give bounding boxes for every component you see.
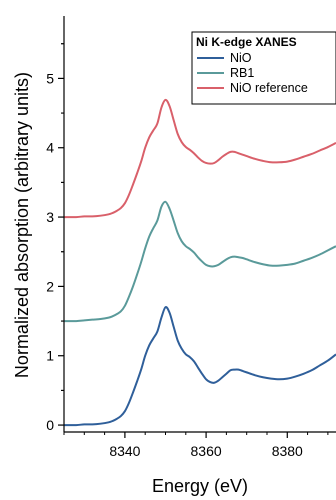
legend-title: Ni K-edge XANES [196, 35, 297, 49]
y-tick-label: 1 [46, 348, 54, 364]
series-line-nio [64, 306, 336, 427]
legend-frame [191, 31, 336, 105]
plot-area [64, 98, 336, 427]
y-tick-label: 0 [46, 417, 54, 433]
y-tick-label: 3 [46, 209, 54, 225]
y-axis-title: Normalized absorption (arbitrary units) [12, 72, 32, 378]
y-tick-label: 2 [46, 278, 54, 294]
x-tick-label: 8360 [191, 443, 222, 459]
legend-label-rb1: RB1 [230, 66, 254, 80]
y-tick-label: 4 [46, 140, 54, 156]
legend-label-nio: NiO [230, 51, 252, 65]
x-tick-label: 8380 [272, 443, 303, 459]
legend-label-nio-reference: NiO reference [230, 81, 308, 95]
y-axis: 0 1 2 3 4 5 [46, 16, 65, 433]
x-axis-title: Energy (eV) [152, 476, 248, 496]
x-axis: 8340 8360 8380 [63, 431, 336, 459]
series-line-rb1 [64, 200, 336, 323]
y-tick-label: 5 [46, 70, 54, 86]
x-tick-label: 8340 [109, 443, 140, 459]
series-line-nio-reference [64, 98, 336, 219]
